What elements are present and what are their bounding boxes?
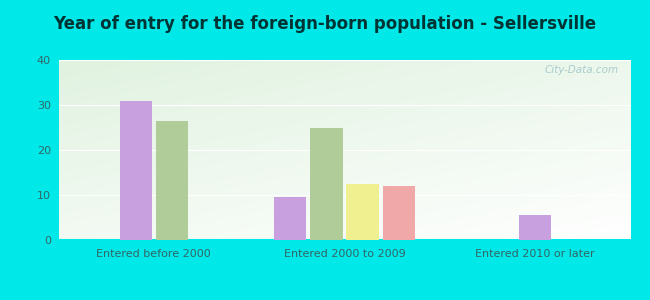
Bar xyxy=(383,186,415,240)
Bar xyxy=(310,128,343,240)
Bar xyxy=(274,197,306,240)
Text: City-Data.com: City-Data.com xyxy=(545,65,619,75)
Bar xyxy=(346,184,379,240)
Bar xyxy=(156,121,188,240)
Text: Year of entry for the foreign-born population - Sellersville: Year of entry for the foreign-born popul… xyxy=(53,15,597,33)
Bar xyxy=(120,100,152,240)
Bar xyxy=(519,215,551,240)
